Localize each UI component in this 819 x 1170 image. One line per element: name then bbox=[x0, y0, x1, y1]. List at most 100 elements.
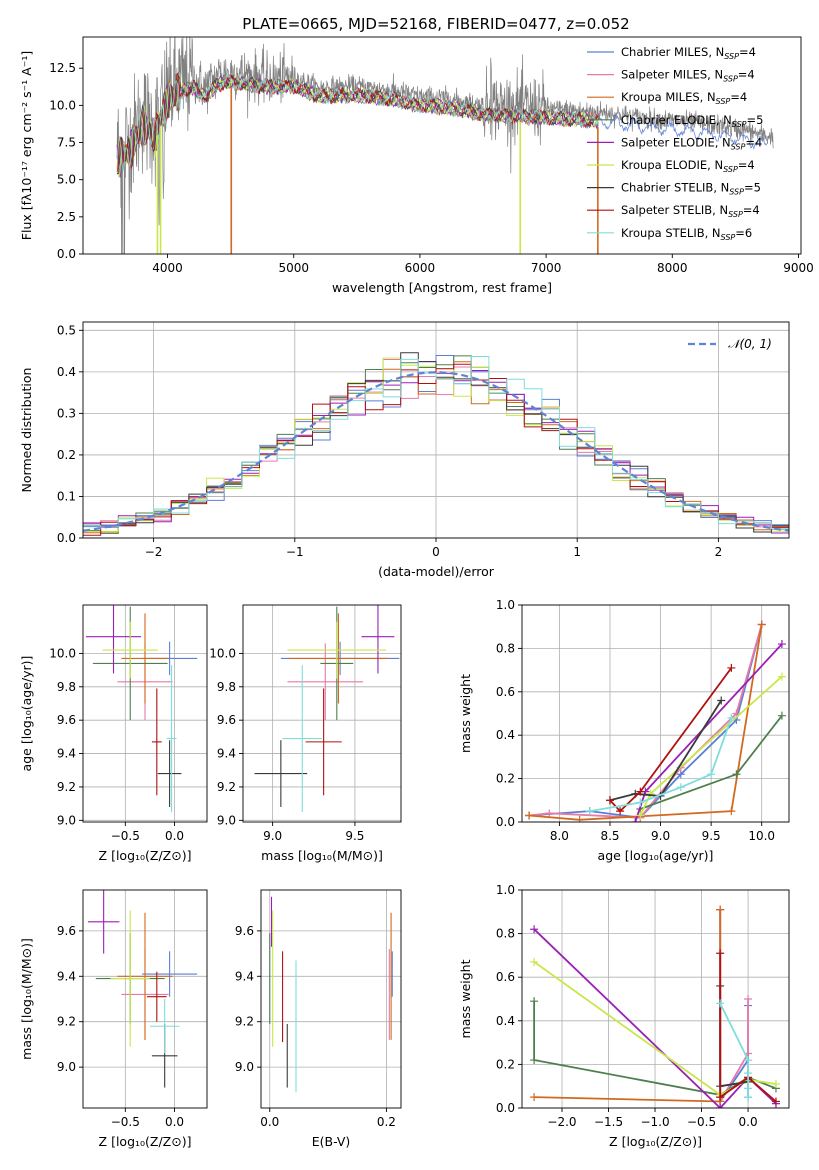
weight-point-marker bbox=[676, 783, 685, 792]
weight-point-marker bbox=[771, 1080, 780, 1089]
y-axis-label: Normed distribution bbox=[19, 368, 34, 493]
x-tick-label: 6000 bbox=[405, 261, 436, 275]
figure-title: PLATE=0665, MJD=52168, FIBERID=0477, z=0… bbox=[242, 15, 629, 33]
y-tick-label: 0.2 bbox=[496, 1057, 515, 1071]
y-tick-label: 10.0 bbox=[209, 646, 236, 660]
model-spectrum-line bbox=[116, 72, 599, 178]
spectrum-plot-area bbox=[116, 37, 774, 254]
weight-point-marker bbox=[636, 787, 645, 796]
axes-frame bbox=[260, 889, 402, 1109]
weight-point-marker bbox=[575, 815, 584, 822]
weight-point-marker bbox=[744, 1093, 753, 1102]
weight-point-marker bbox=[636, 811, 645, 820]
y-tick-label: 1.0 bbox=[496, 598, 515, 612]
weight-series-line bbox=[719, 985, 749, 1088]
axes-frame bbox=[82, 604, 208, 823]
histogram-panel: −2 −1 0 1 2 0.0 0.1 0.2 0.3 0.4 0.5 (data-model)/er… bbox=[19, 321, 790, 579]
legend-entry: Kroupa ELODIE, NSSP=4 bbox=[621, 158, 755, 174]
weight_vs_age-plot-area bbox=[525, 620, 786, 822]
weight-point-marker bbox=[744, 995, 753, 1003]
y-tick-label: 1.0 bbox=[496, 883, 515, 897]
x-tick-label: −1.0 bbox=[640, 1115, 669, 1129]
y-tick-label: 9.8 bbox=[57, 680, 76, 694]
weight-point-marker bbox=[525, 811, 534, 820]
weight-point-marker bbox=[530, 1056, 539, 1065]
y-tick-label: 9.4 bbox=[57, 747, 76, 761]
model-spectrum-line bbox=[116, 73, 599, 172]
weight-point-marker bbox=[727, 713, 736, 722]
legend-entry: Salpeter STELIB, NSSP=4 bbox=[621, 203, 760, 219]
x-tick-label: −2 bbox=[145, 545, 163, 559]
x-axis-label: mass [log₁₀(M/M⊙)] bbox=[261, 848, 383, 863]
x-tick-label: 9.0 bbox=[263, 829, 282, 843]
y-tick-label: 9.0 bbox=[235, 1060, 254, 1074]
y-tick-label: 9.4 bbox=[57, 969, 76, 983]
weight_vs_Z-plot-area bbox=[530, 905, 780, 1108]
legend-entry: Chabrier STELIB, NSSP=5 bbox=[621, 181, 761, 197]
y-tick-label: 0.3 bbox=[57, 406, 76, 420]
weight-series-line bbox=[719, 909, 749, 1105]
x-tick-label: −0.5 bbox=[111, 1115, 140, 1129]
y-tick-label: 0.1 bbox=[57, 489, 76, 503]
y-tick-label: 9.6 bbox=[235, 924, 254, 938]
y-tick-label: 0.6 bbox=[496, 970, 515, 984]
weight-point-marker bbox=[616, 807, 625, 816]
weight-point-marker bbox=[545, 809, 554, 818]
axes-frame bbox=[242, 604, 402, 823]
y-tick-label: 9.0 bbox=[57, 813, 76, 827]
x-tick-label: 0.0 bbox=[260, 1115, 279, 1129]
weight-point-marker bbox=[707, 770, 716, 779]
y-tick-label: 9.2 bbox=[235, 1015, 254, 1029]
weight-point-marker bbox=[605, 796, 614, 805]
weight-point-marker bbox=[777, 711, 786, 720]
weight-point-marker bbox=[631, 818, 640, 822]
y-tick-label: 0.2 bbox=[57, 448, 76, 462]
y-tick-label: 0.4 bbox=[496, 1014, 515, 1028]
legend-entry: Chabrier MILES, NSSP=4 bbox=[621, 45, 756, 61]
x-axis-label: Z [log₁₀(Z/Z⊙)] bbox=[99, 1134, 192, 1149]
x-tick-label: 4000 bbox=[152, 261, 183, 275]
y-tick-label: 9.4 bbox=[217, 747, 236, 761]
y-tick-label: 9.2 bbox=[57, 780, 76, 794]
weight-point-marker bbox=[727, 807, 736, 816]
weight-point-marker bbox=[585, 807, 594, 816]
legend-entry: Chabrier ELODIE, NSSP=5 bbox=[621, 113, 763, 129]
weight-series-line bbox=[529, 624, 763, 821]
x-tick-label: 0.0 bbox=[165, 829, 184, 843]
x-tick-label: −0.5 bbox=[111, 829, 140, 843]
legend-entry: Salpeter MILES, NSSP=4 bbox=[621, 68, 755, 84]
x-tick-label: 9.5 bbox=[345, 829, 364, 843]
y-tick-label: 10.0 bbox=[49, 646, 76, 660]
model-spectrum-line bbox=[116, 72, 599, 173]
model-spectrum-line bbox=[116, 74, 599, 175]
weight-point-marker bbox=[757, 620, 766, 629]
weight-series-line bbox=[609, 700, 722, 802]
y-axis-label: age [log₁₀(age/yr)] bbox=[19, 656, 34, 772]
x-tick-label: 9.0 bbox=[651, 829, 670, 843]
weight-point-marker bbox=[744, 1069, 753, 1078]
weight-point-marker bbox=[530, 957, 539, 966]
y-tick-label: 9.6 bbox=[57, 924, 76, 938]
y-axis-label: mass weight bbox=[458, 674, 473, 753]
axes-frame bbox=[521, 604, 790, 823]
spectrum-panel: 4000 5000 6000 7000 8000 9000 0.0 2.5 5.0 7.5 10.0… bbox=[19, 36, 814, 295]
legend-entry: Kroupa MILES, NSSP=4 bbox=[621, 90, 747, 106]
weight-point-marker bbox=[744, 1056, 753, 1065]
x-tick-label: 8000 bbox=[657, 261, 688, 275]
weight-point-marker bbox=[646, 789, 655, 798]
y-tick-label: 0.4 bbox=[496, 728, 515, 742]
age_vs_Z-plot-area bbox=[83, 605, 207, 822]
x-tick-label: −1.5 bbox=[594, 1115, 623, 1129]
y-axis-label: mass weight bbox=[458, 959, 473, 1038]
weight_vs_Z-panel: −2.0 −1.5 −1.0 −0.5 0.0 0.0 0.2 0.4 0.6 0.8 1.0 Z [… bbox=[458, 883, 790, 1149]
y-tick-label: 0.2 bbox=[496, 772, 515, 786]
x-tick-label: −2.0 bbox=[547, 1115, 576, 1129]
weight-point-marker bbox=[732, 770, 741, 779]
y-tick-label: 9.0 bbox=[217, 813, 236, 827]
x-tick-label: 0.2 bbox=[377, 1115, 396, 1129]
weight-point-marker bbox=[777, 640, 786, 649]
weight-point-marker bbox=[771, 1097, 780, 1106]
weight-point-marker bbox=[716, 905, 725, 914]
y-tick-label: 9.2 bbox=[57, 1015, 76, 1029]
mass_vs_ebv-plot-area bbox=[261, 890, 401, 1108]
